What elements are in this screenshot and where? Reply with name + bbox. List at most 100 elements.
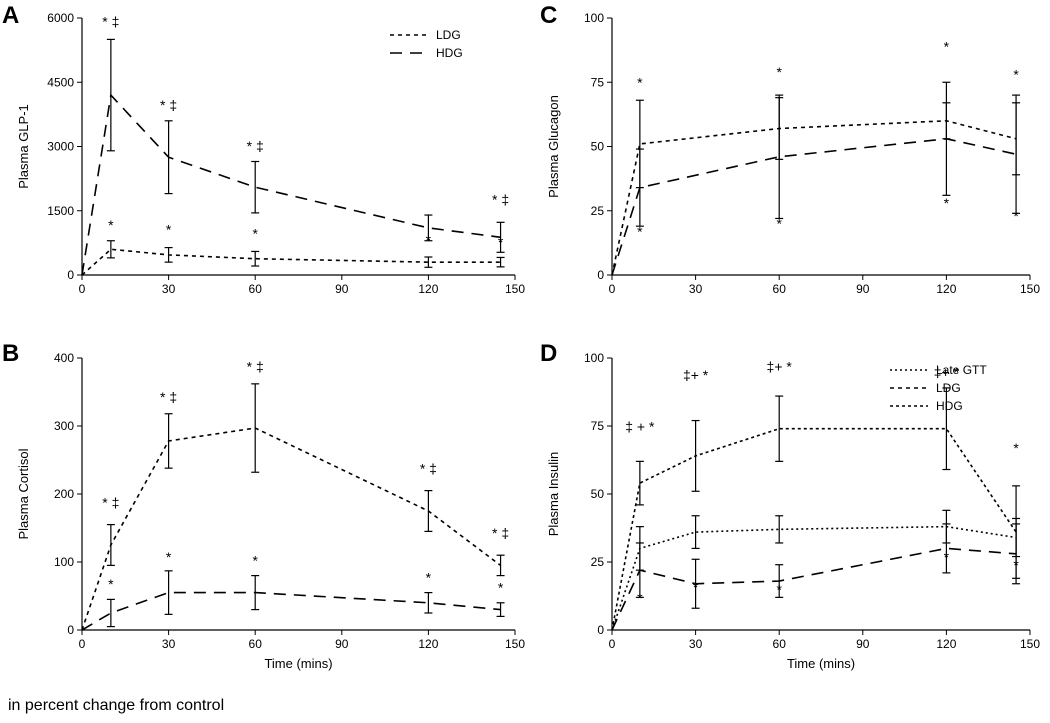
y-tick-label: 75 — [591, 419, 605, 433]
significance-annotation: * — [426, 569, 432, 585]
x-tick-label: 60 — [773, 282, 787, 296]
x-tick-label: 120 — [418, 637, 438, 651]
chart-c: 03060901201500255075100Plasma Glucagon**… — [540, 0, 1050, 320]
legend-label-lategtt: Late GTT — [936, 363, 987, 377]
chart-a: 030609012015001500300045006000Plasma GLP… — [10, 0, 535, 320]
x-tick-label: 30 — [162, 282, 176, 296]
significance-annotation: * ‡ — [492, 191, 509, 207]
y-tick-label: 3000 — [47, 140, 74, 154]
significance-annotation: * ‡ — [492, 525, 509, 541]
x-tick-label: 90 — [856, 282, 870, 296]
significance-annotation: ‡+ * — [767, 359, 793, 375]
significance-annotation: * ‡ — [247, 138, 264, 154]
panel-b: 03060901201500100200300400Plasma Cortiso… — [10, 340, 535, 675]
significance-annotation: * — [252, 552, 258, 568]
y-axis-title: Plasma Insulin — [546, 452, 561, 537]
significance-annotation: * — [108, 217, 114, 233]
significance-annotation: * ‡ — [160, 97, 177, 113]
chart-d: 0 30 60 90 120 150 0 25 50 75 100 Plasma Insulin Tim… — [540, 340, 1050, 675]
legend-label-hdg: HDG — [436, 46, 463, 60]
y-tick-label: 6000 — [47, 11, 74, 25]
x-tick-label: 90 — [335, 282, 349, 296]
x-tick-label: 60 — [773, 637, 787, 651]
significance-annotation: * ‡ — [102, 14, 119, 30]
significance-annotation: * ‡ — [102, 495, 119, 511]
series-line-ldg — [612, 548, 1016, 630]
significance-annotation: * ‡ — [247, 359, 264, 375]
x-tick-label: 90 — [856, 637, 870, 651]
significance-annotation: * — [944, 549, 950, 565]
significance-annotation: * — [637, 74, 643, 90]
y-tick-label: 75 — [591, 75, 605, 89]
significance-annotation: * — [693, 579, 699, 595]
x-tick-label: 120 — [418, 282, 438, 296]
significance-annotation: * — [1013, 208, 1019, 224]
figure-caption: in percent change from control — [8, 697, 224, 715]
x-tick-label: 30 — [162, 637, 176, 651]
x-tick-label: 0 — [609, 282, 616, 296]
legend-label-ldg: LDG — [936, 381, 961, 395]
y-axis-title: Plasma GLP-1 — [16, 104, 31, 189]
significance-annotation: * — [637, 590, 643, 606]
significance-annotation: * — [776, 582, 782, 598]
significance-annotation: * — [1013, 67, 1019, 83]
chart-b: 03060901201500100200300400Plasma Cortiso… — [10, 340, 535, 675]
series-line-ldg — [82, 249, 501, 275]
significance-annotation: * ‡ — [420, 461, 437, 477]
x-tick-label: 30 — [689, 282, 703, 296]
significance-annotation: * — [166, 221, 172, 237]
panel-c: 03060901201500255075100Plasma Glucagon**… — [540, 0, 1050, 320]
y-tick-label: 200 — [54, 487, 74, 501]
significance-annotation: ‡+ * — [683, 367, 709, 383]
y-axis-title: Plasma Cortisol — [16, 448, 31, 539]
y-tick-label: 25 — [591, 204, 605, 218]
y-tick-label: 50 — [591, 487, 605, 501]
legend-label-hdg_d: HDG — [936, 399, 963, 413]
series-line-ldg — [82, 593, 501, 630]
y-tick-label: 100 — [584, 11, 604, 25]
x-tick-label: 0 — [79, 282, 86, 296]
series-line-lategtt — [612, 527, 1016, 630]
x-axis-title: Time (mins) — [787, 656, 855, 671]
x-tick-label: 120 — [936, 282, 956, 296]
x-tick-label: 0 — [79, 637, 86, 651]
x-tick-label: 0 — [609, 637, 616, 651]
panel-a: 030609012015001500300045006000Plasma GLP… — [10, 0, 535, 320]
significance-annotation: * — [776, 64, 782, 80]
significance-annotation: * — [252, 226, 258, 242]
significance-annotation: * — [108, 576, 114, 592]
series-line-ldg — [612, 139, 1016, 275]
significance-annotation: * — [498, 234, 504, 250]
figure-root: A B C D 030609012015001500300045006000Pl… — [0, 0, 1050, 723]
significance-annotation: * — [166, 549, 172, 565]
significance-annotation: * — [944, 38, 950, 54]
y-tick-label: 0 — [597, 623, 604, 637]
y-tick-label: 0 — [67, 623, 74, 637]
y-tick-label: 25 — [591, 555, 605, 569]
x-tick-label: 120 — [936, 637, 956, 651]
significance-annotation: * ‡ — [160, 389, 177, 405]
panel-d: 0 30 60 90 120 150 0 25 50 75 100 Plasma Insulin Tim… — [540, 340, 1050, 675]
series-line-hdg_d — [612, 429, 1016, 630]
series-line-hdg — [82, 428, 501, 630]
significance-annotation: * — [426, 232, 432, 248]
y-tick-label: 400 — [54, 351, 74, 365]
x-tick-label: 150 — [1020, 637, 1040, 651]
x-tick-label: 30 — [689, 637, 703, 651]
x-tick-label: 150 — [505, 282, 525, 296]
x-axis-title: Time (mins) — [264, 656, 332, 671]
significance-annotation: * — [1013, 557, 1019, 573]
significance-annotation: * — [776, 216, 782, 232]
series-line-hdg — [612, 121, 1016, 275]
x-tick-label: 60 — [249, 637, 263, 651]
legend-label-ldg: LDG — [436, 28, 461, 42]
x-tick-label: 150 — [1020, 282, 1040, 296]
y-tick-label: 0 — [67, 268, 74, 282]
significance-annotation: ‡ + * — [625, 418, 655, 434]
y-tick-label: 100 — [584, 351, 604, 365]
x-tick-label: 150 — [505, 637, 525, 651]
x-tick-label: 60 — [249, 282, 263, 296]
x-tick-label: 90 — [335, 637, 349, 651]
series-line-hdg — [82, 95, 501, 275]
y-axis-title: Plasma Glucagon — [546, 95, 561, 198]
